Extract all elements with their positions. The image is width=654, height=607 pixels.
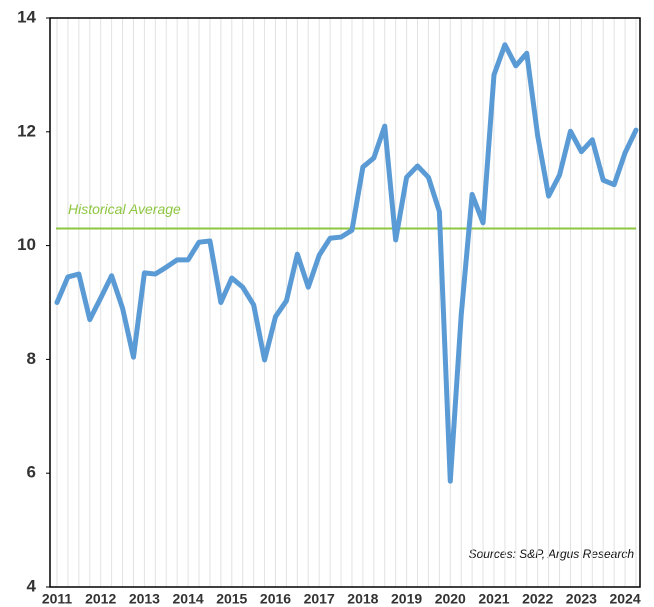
x-tick-label: 2021 [478,591,509,607]
x-tick-label: 2014 [173,591,204,607]
reference-label: Historical Average [68,201,181,217]
y-tick-label: 12 [17,121,36,140]
x-tick-label: 2012 [85,591,116,607]
x-tick-label: 2023 [566,591,597,607]
y-tick-label: 6 [27,463,36,482]
x-tick-label: 2022 [522,591,553,607]
y-tick-label: 14 [17,7,36,26]
plot-frame [49,17,641,588]
x-tick-label: 2024 [609,591,640,607]
x-tick-label: 2011 [42,591,73,607]
x-tick-label: 2016 [260,591,291,607]
x-tick-label: 2017 [304,591,335,607]
x-tick-label: 2019 [391,591,422,607]
source-note: Sources: S&P, Argus Research [469,547,635,561]
x-tick-label: 2013 [129,591,160,607]
y-tick-label: 10 [17,235,36,254]
x-tick-label: 2015 [216,591,247,607]
y-tick-label: 8 [27,349,36,368]
x-tick-label: 2018 [347,591,378,607]
y-tick-label: 4 [27,576,37,595]
data-line [54,42,639,484]
x-tick-label: 2020 [435,591,466,607]
